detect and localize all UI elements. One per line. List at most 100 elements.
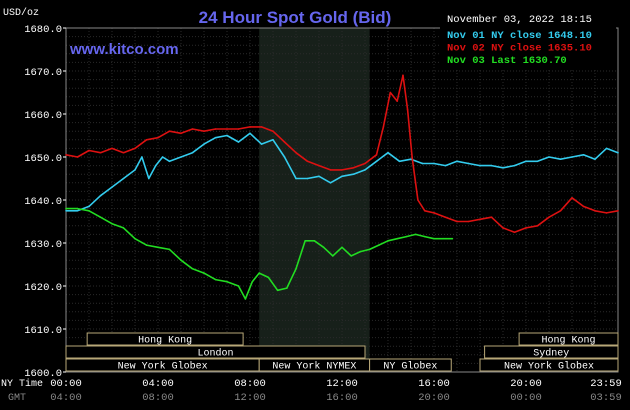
x-tick-label-gmt: 08:00 xyxy=(142,392,174,404)
y-tick-label: 1630.0 xyxy=(24,239,62,251)
x-tick-label-ny: 12:00 xyxy=(326,378,358,390)
market-session-label: London xyxy=(197,348,233,360)
data-point xyxy=(76,209,79,212)
data-point xyxy=(272,130,274,132)
data-point xyxy=(283,156,286,158)
data-point xyxy=(329,169,332,171)
data-point xyxy=(99,216,102,218)
data-point xyxy=(191,128,194,130)
data-point xyxy=(180,156,182,158)
data-point xyxy=(396,100,399,102)
data-point xyxy=(295,177,297,180)
market-session-label: New York NYMEX xyxy=(272,361,356,373)
data-point xyxy=(525,227,527,229)
y-tick-label: 1670.0 xyxy=(24,67,62,79)
data-point xyxy=(341,175,343,178)
unit-label: USD/oz xyxy=(3,7,39,19)
data-point xyxy=(111,147,113,150)
y-tick-label: 1680.0 xyxy=(24,24,62,36)
data-point xyxy=(168,130,171,132)
x-tick-label-ny: 16:00 xyxy=(418,378,450,390)
market-session-label: Hong Kong xyxy=(542,336,596,347)
data-point xyxy=(134,169,136,171)
data-point xyxy=(88,209,90,212)
y-tick-label: 1650.0 xyxy=(24,153,62,165)
data-point xyxy=(249,132,251,135)
data-point xyxy=(559,209,562,212)
data-point xyxy=(433,237,435,240)
data-point xyxy=(154,164,157,167)
data-point xyxy=(490,164,493,167)
data-point xyxy=(414,233,417,236)
market-session-box xyxy=(479,358,619,372)
data-point xyxy=(148,177,150,180)
data-point xyxy=(260,143,263,145)
data-point xyxy=(141,156,143,158)
data-point xyxy=(134,237,136,240)
x-tick-label-gmt: 03:59 xyxy=(590,392,622,404)
y-tick-label: 1660.0 xyxy=(24,110,62,122)
data-point xyxy=(352,166,355,169)
data-point xyxy=(76,207,79,210)
data-point xyxy=(76,156,79,158)
gmt-label: GMT xyxy=(8,393,26,404)
market-session-label: NY Globex xyxy=(383,361,437,373)
market-session-label: New York Globex xyxy=(504,361,594,373)
data-point xyxy=(398,160,401,163)
data-point xyxy=(244,298,247,300)
series-2 xyxy=(65,207,454,300)
data-point xyxy=(582,205,585,208)
data-point xyxy=(456,160,458,163)
data-point xyxy=(276,289,279,292)
y-tick-label: 1610.0 xyxy=(24,325,62,337)
data-point xyxy=(433,162,435,165)
data-point xyxy=(88,149,90,152)
data-point xyxy=(191,268,194,270)
data-point xyxy=(341,169,343,171)
market-session-label: Sydney xyxy=(533,348,569,360)
market-session-box xyxy=(86,332,244,346)
market-session-label: New York Globex xyxy=(118,361,208,373)
data-point xyxy=(203,272,205,274)
data-point xyxy=(582,154,585,156)
data-point xyxy=(350,255,353,257)
data-point xyxy=(306,177,309,180)
data-point xyxy=(571,156,573,158)
data-point xyxy=(251,280,254,283)
grid xyxy=(65,27,619,373)
data-point xyxy=(451,237,454,240)
data-point xyxy=(352,173,355,175)
data-point xyxy=(168,248,171,251)
market-session-box xyxy=(484,345,619,359)
x-tick-label-ny: 08:00 xyxy=(234,378,266,390)
legend-entry: Nov 02 NY close 1635.10 xyxy=(447,43,592,55)
data-point xyxy=(134,147,136,150)
data-point xyxy=(559,158,562,160)
data-point xyxy=(191,151,194,154)
data-point xyxy=(65,207,67,210)
data-point xyxy=(605,212,608,214)
x-tick-label-gmt: 16:00 xyxy=(326,392,358,404)
data-point xyxy=(145,244,148,246)
data-point xyxy=(479,164,481,167)
data-point xyxy=(283,141,286,143)
data-point xyxy=(249,126,251,128)
y-tick-label: 1640.0 xyxy=(24,196,62,208)
data-point xyxy=(214,128,217,130)
market-session-label: Hong Kong xyxy=(138,336,192,347)
y-axis: 1600.0 1610.0 1620.0 1630.0 1640.0 1650.0 1660… xyxy=(24,24,66,380)
x-tick-label-gmt: 20:00 xyxy=(418,392,450,404)
data-point xyxy=(548,156,550,158)
data-point xyxy=(389,91,392,94)
data-point xyxy=(122,227,125,229)
data-point xyxy=(617,209,619,212)
data-point xyxy=(402,74,404,77)
series-lines xyxy=(65,74,619,300)
data-point xyxy=(617,151,619,154)
x-tick-label-ny: 23:59 xyxy=(590,378,622,390)
data-point xyxy=(203,130,205,132)
data-point xyxy=(444,164,447,167)
data-point xyxy=(318,164,320,167)
